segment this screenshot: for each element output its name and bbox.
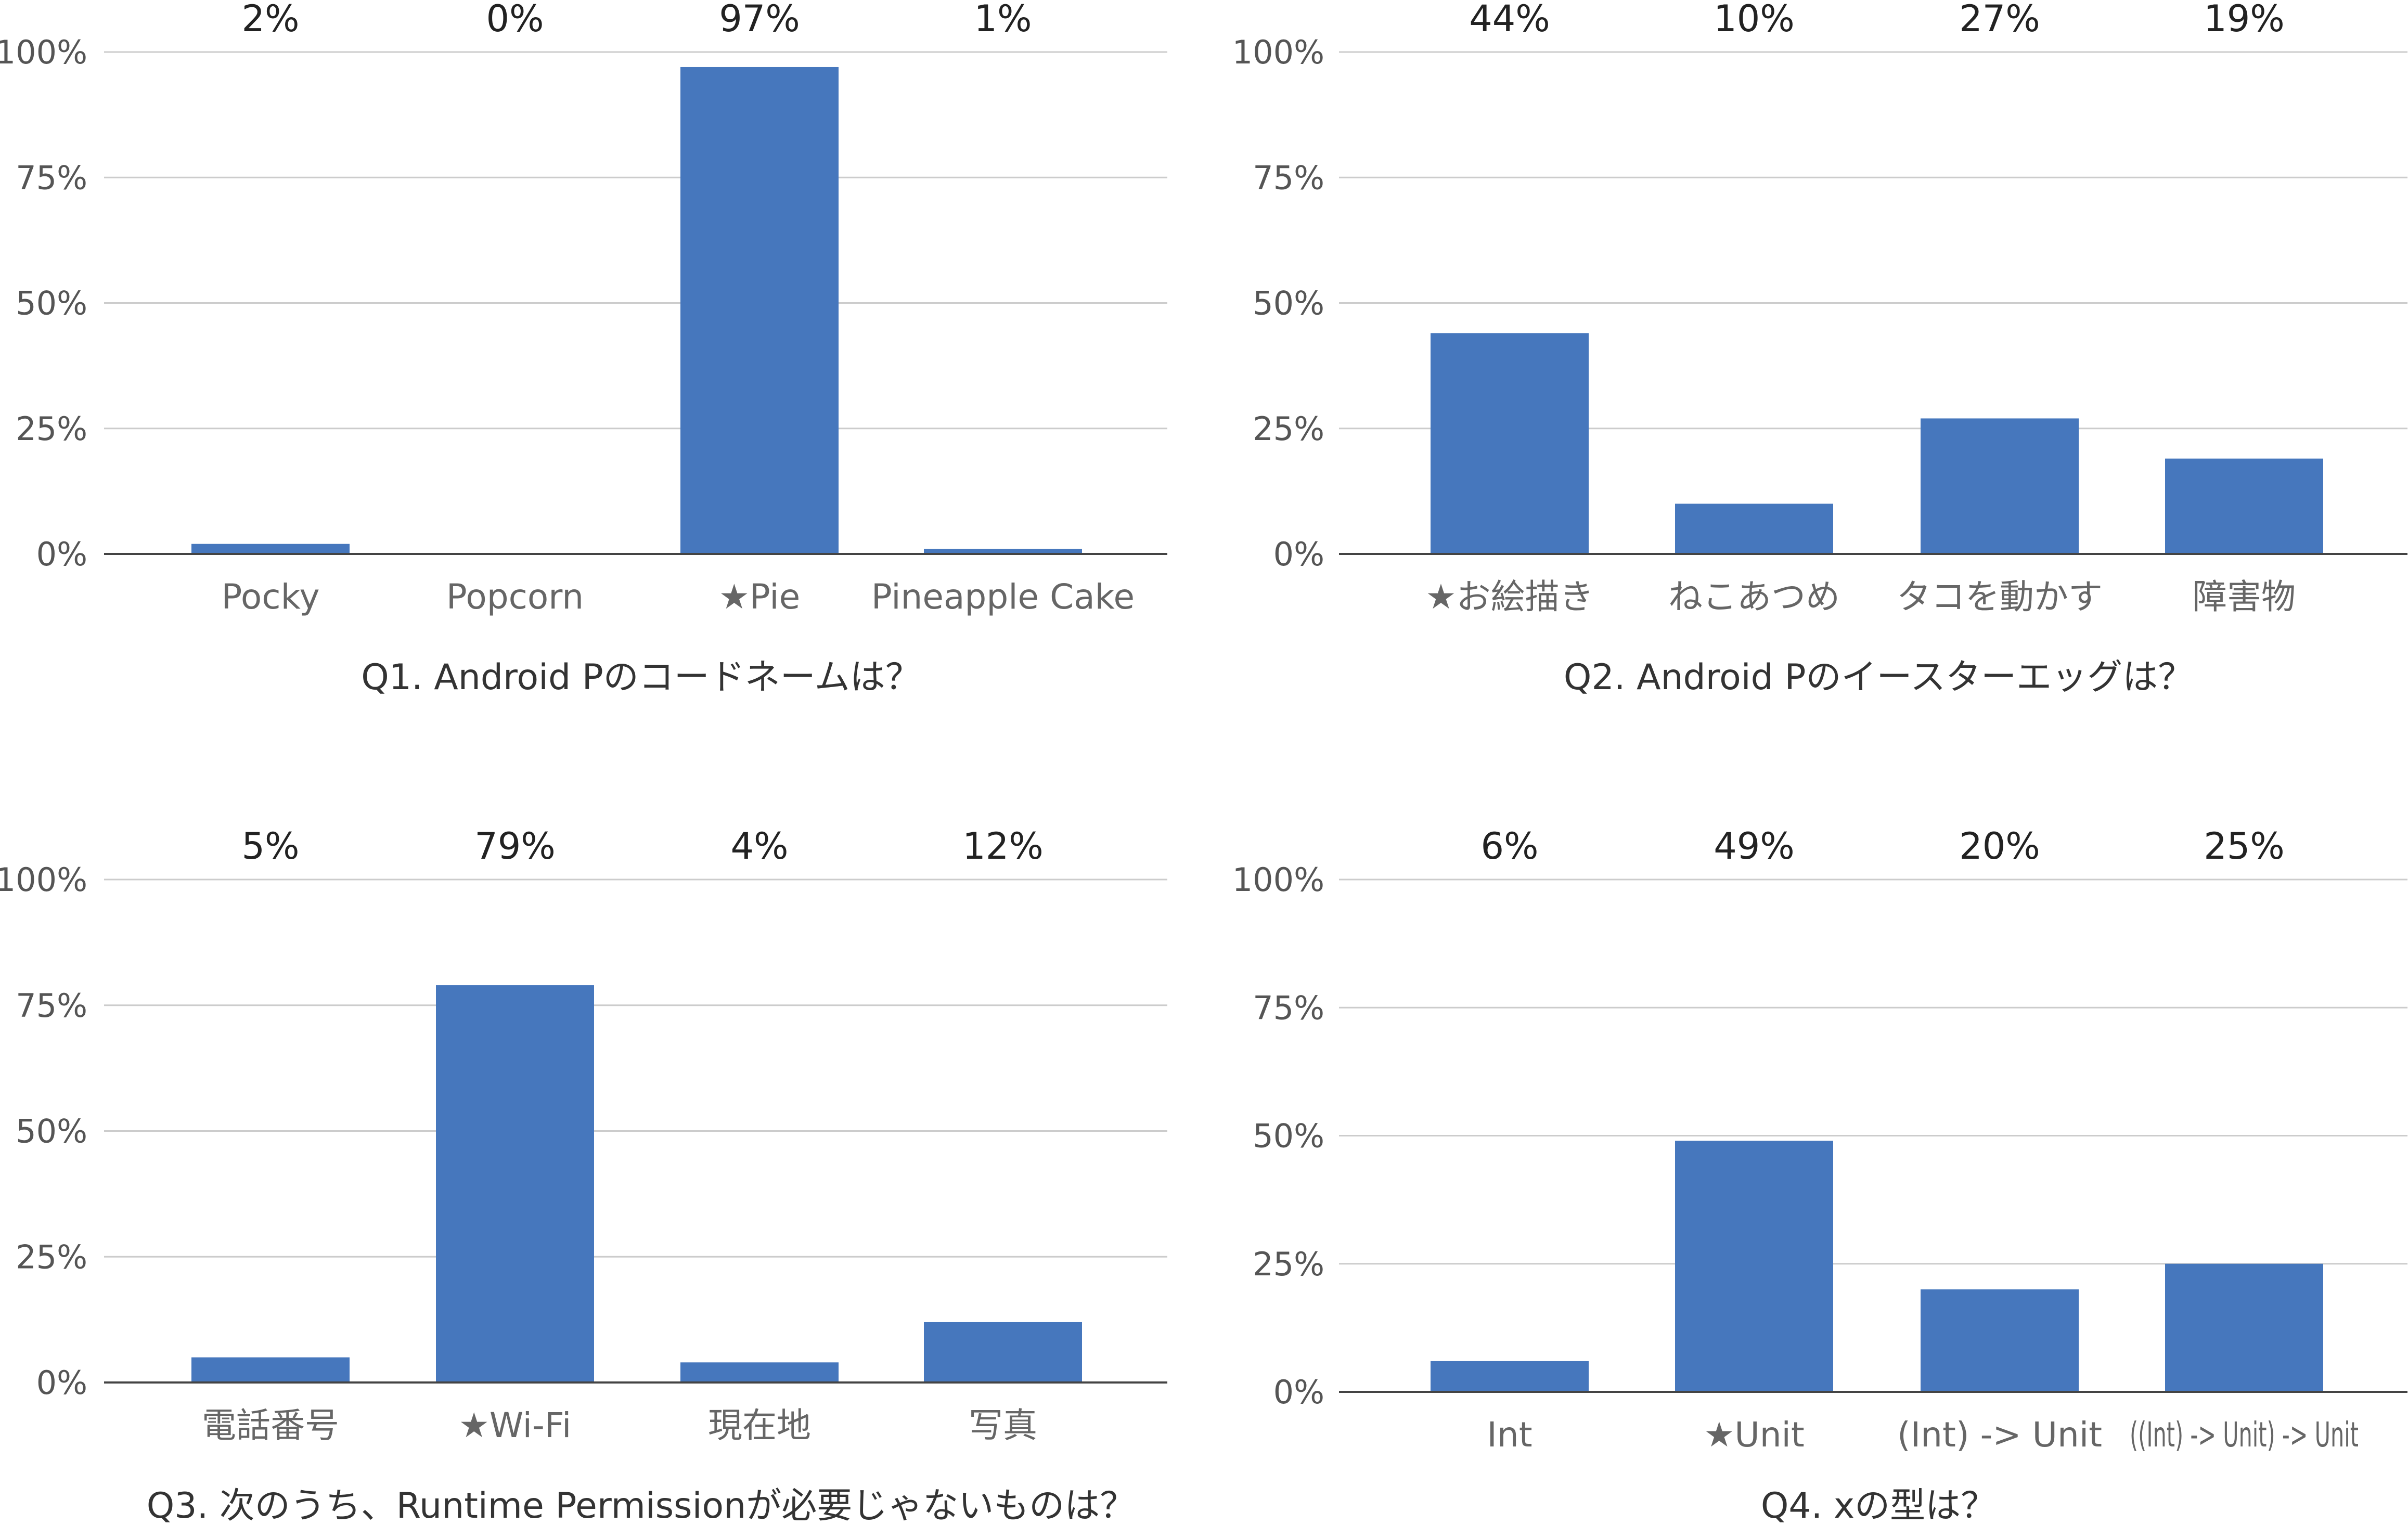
chart-q2: 0% 25% 50% 75% 100% 44% 10% 27% 19% ★お絵描き ねこあつめ タコを… [1204, 0, 2407, 763]
chart-q1: 0% 25% 50% 75% 100% 2% 0% 97% 1% Pocky Popcorn ★Pie… [0, 0, 1204, 763]
data-label: 2% [241, 0, 299, 40]
bar [924, 1322, 1082, 1382]
data-label: 44% [1469, 0, 1550, 40]
y-tick-label: 0% [36, 535, 87, 573]
y-tick-label: 25% [1253, 1245, 1324, 1283]
chart-title: Q2. Android Pのイースターエッグは？ [1564, 657, 2193, 698]
bar [924, 549, 1082, 554]
bar [2165, 1263, 2323, 1392]
data-label: 49% [1714, 825, 1795, 868]
y-tick-label: 50% [1253, 1117, 1324, 1155]
bar [436, 985, 594, 1382]
data-label: 97% [719, 0, 800, 40]
x-tick-label: ((Int) -> Unit) -> Unit [2130, 1415, 2359, 1455]
data-label: 19% [2204, 0, 2285, 40]
data-label: 5% [241, 825, 299, 868]
y-tick-label: 0% [1273, 535, 1324, 573]
data-label: 79% [474, 825, 556, 868]
chart-title: Q1. Android Pのコードネームは？ [361, 657, 921, 698]
x-tick-label: ★Pie [719, 577, 800, 617]
bar [1431, 333, 1589, 554]
bar [191, 544, 350, 554]
bar [1675, 503, 1833, 554]
x-tick-label: ★Unit [1704, 1415, 1805, 1455]
x-tick-label: 写真 [969, 1405, 1037, 1445]
y-tick-label: 25% [16, 1238, 87, 1276]
x-tick-label: タコを動かす [1897, 577, 2103, 617]
chart-title: Q3. 次のうち、Runtime Permissionが必要じゃないものは？ [147, 1485, 1135, 1525]
bar [680, 67, 839, 554]
chart-title: Q4. xの型は？ [1761, 1485, 1996, 1525]
chart-q3-svg: 0% 25% 50% 75% 100% 5% 79% 4% 12% 電話番号 ★Wi-Fi 現在地 写真… [0, 825, 1167, 1525]
x-tick-label: 電話番号 [202, 1405, 339, 1445]
y-tick-label: 75% [16, 987, 87, 1025]
x-tick-label: Pineapple Cake [871, 577, 1135, 617]
x-tick-label: 障害物 [2193, 577, 2296, 617]
bar [1431, 1361, 1589, 1392]
bar [1921, 1289, 2079, 1392]
chart-q1-svg: 0% 25% 50% 75% 100% 2% 0% 97% 1% Pocky Popcorn ★Pie… [0, 0, 1167, 698]
chart-q2-svg: 0% 25% 50% 75% 100% 44% 10% 27% 19% ★お絵描き ねこあつめ タコを… [1232, 0, 2407, 698]
y-tick-label: 25% [16, 410, 87, 448]
x-tick-label: Pocky [221, 577, 319, 617]
y-tick-label: 0% [1273, 1373, 1324, 1411]
y-tick-label: 75% [1253, 989, 1324, 1027]
y-tick-label: 25% [1253, 410, 1324, 448]
y-tick-label: 50% [1253, 285, 1324, 322]
y-tick-label: 50% [16, 285, 87, 322]
chart-q4: 0% 25% 50% 75% 100% 6% 49% 20% 25% Int ★Unit (Int) … [1204, 763, 2407, 1525]
x-tick-label: Int [1487, 1415, 1532, 1455]
y-tick-label: 75% [16, 159, 87, 197]
data-label: 0% [486, 0, 544, 40]
bar [1921, 418, 2079, 554]
y-tick-label: 100% [0, 33, 87, 71]
x-tick-label: ねこあつめ [1668, 577, 1840, 617]
data-label: 20% [1959, 825, 2040, 868]
data-label: 25% [2204, 825, 2285, 868]
bar [191, 1357, 350, 1382]
x-tick-label: ★お絵描き [1425, 577, 1593, 617]
y-tick-label: 100% [0, 861, 87, 899]
y-tick-label: 100% [1232, 33, 1324, 71]
data-label: 6% [1480, 825, 1538, 868]
data-label: 1% [974, 0, 1032, 40]
x-tick-label: 現在地 [708, 1405, 811, 1445]
x-tick-label: ★Wi-Fi [459, 1405, 572, 1445]
bar [2165, 458, 2323, 554]
y-tick-label: 75% [1253, 159, 1324, 197]
bar [1675, 1141, 1833, 1392]
chart-q4-svg: 0% 25% 50% 75% 100% 6% 49% 20% 25% Int ★Unit (Int) … [1232, 825, 2407, 1525]
chart-q3: 0% 25% 50% 75% 100% 5% 79% 4% 12% 電話番号 ★Wi-Fi 現在地 写真… [0, 763, 1204, 1525]
data-label: 4% [730, 825, 788, 868]
y-tick-label: 100% [1232, 861, 1324, 899]
data-label: 27% [1959, 0, 2040, 40]
x-tick-label: Popcorn [446, 577, 584, 617]
y-tick-label: 50% [16, 1113, 87, 1151]
bar [680, 1362, 839, 1382]
data-label: 12% [962, 825, 1044, 868]
data-label: 10% [1714, 0, 1795, 40]
y-tick-label: 0% [36, 1364, 87, 1402]
x-tick-label: (Int) -> Unit [1897, 1415, 2102, 1455]
